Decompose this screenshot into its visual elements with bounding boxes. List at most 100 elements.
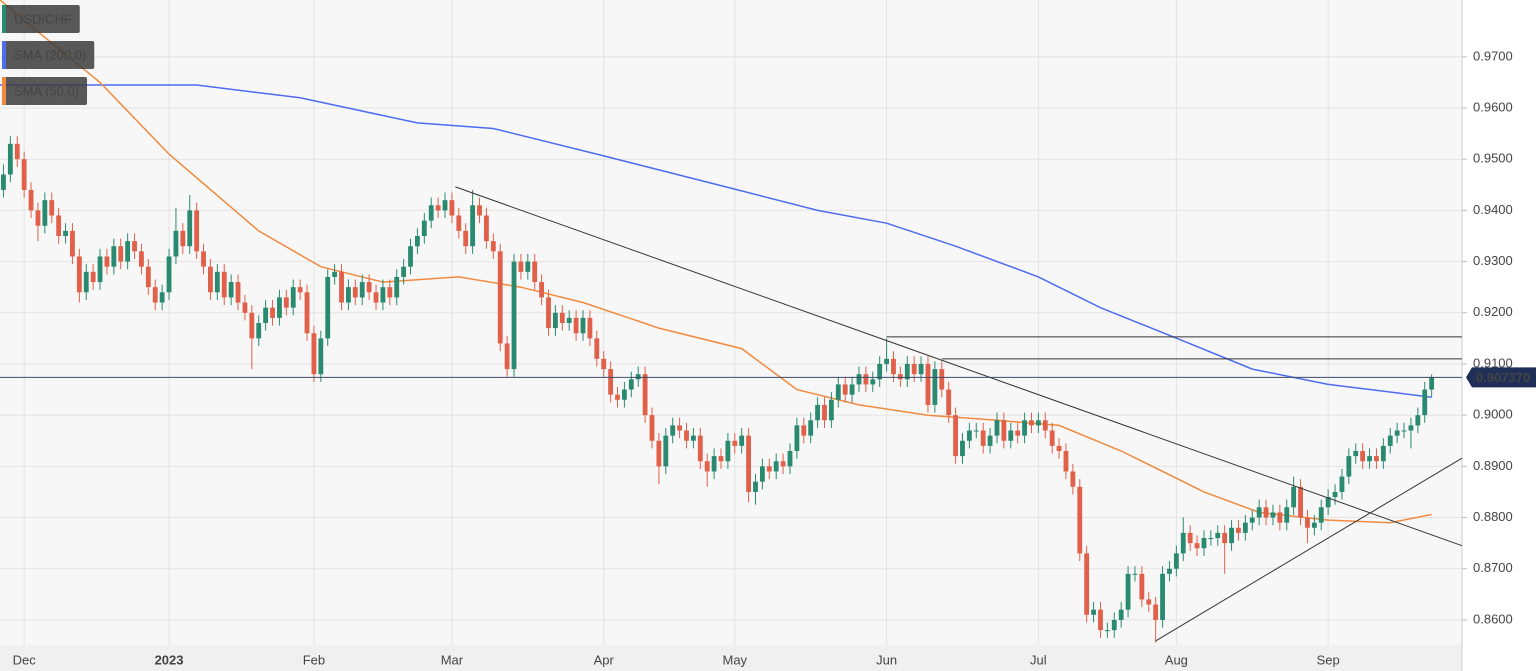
candle-body — [1008, 430, 1014, 441]
candle-body — [1277, 512, 1283, 523]
candle-body — [125, 241, 131, 262]
plot-area — [0, 0, 1462, 645]
candle-body — [704, 461, 710, 472]
candle-body — [332, 271, 338, 277]
legend-box — [2, 41, 95, 69]
candle-body — [1215, 532, 1221, 539]
candle-body — [1049, 430, 1055, 446]
candle-body — [132, 241, 137, 252]
sma-line — [0, 0, 1432, 524]
candle-body — [201, 251, 206, 267]
candle-body — [532, 261, 538, 283]
candle-body — [118, 246, 124, 262]
candle-body — [766, 466, 772, 472]
candle-body — [1022, 420, 1027, 436]
legend-item: USD/CHF — [2, 5, 80, 33]
x-tick-label: Dec — [13, 652, 37, 667]
candle-body — [1229, 527, 1234, 544]
candle-body — [1118, 609, 1124, 620]
candle-body — [566, 317, 572, 324]
candle-body — [456, 215, 462, 231]
candle-body — [166, 256, 172, 293]
x-tick-label: 2023 — [155, 652, 184, 667]
candle-body — [580, 317, 586, 334]
candle-body — [139, 251, 144, 267]
candle-body — [670, 425, 676, 436]
candle-body — [408, 246, 413, 267]
candle-body — [822, 404, 827, 421]
candle-body — [76, 256, 82, 293]
y-tick-label: 0.9200 — [1473, 304, 1513, 319]
candle-body — [663, 435, 669, 467]
candle-body — [70, 230, 75, 257]
candle-body — [297, 287, 303, 293]
candle-body — [290, 287, 296, 308]
candle-body — [463, 230, 469, 247]
candle-body — [987, 435, 993, 446]
candle-body — [435, 205, 441, 211]
candle-body — [249, 312, 255, 339]
candle-body — [690, 435, 696, 441]
candle-body — [946, 389, 952, 416]
candle-body — [1422, 389, 1428, 416]
legend-box — [2, 5, 80, 33]
candle-body — [1056, 445, 1062, 451]
candle-body — [759, 466, 765, 482]
candle-body — [1104, 630, 1110, 632]
candle-body — [980, 430, 986, 446]
candle-body — [953, 415, 958, 457]
candle-body — [877, 363, 883, 380]
price-tag — [1466, 367, 1536, 388]
y-tick-label: 0.9400 — [1473, 202, 1513, 217]
candle-body — [1, 174, 6, 190]
candle-body — [380, 287, 386, 303]
candle-body — [277, 297, 282, 318]
candle-body — [14, 143, 20, 160]
candle-body — [21, 159, 27, 190]
candle-body — [7, 143, 13, 175]
candle-body — [504, 343, 510, 370]
sma-line — [0, 84, 1432, 398]
candle-body — [1325, 497, 1331, 508]
x-tick-label: Aug — [1165, 652, 1188, 667]
candle-body — [477, 205, 482, 216]
candle-body — [90, 271, 96, 283]
candle-body — [56, 215, 62, 236]
candle-body — [684, 430, 689, 441]
candle-body — [1160, 573, 1165, 620]
candle-body — [587, 317, 593, 339]
candle-body — [42, 200, 48, 226]
candle-body — [49, 200, 55, 216]
candle-body — [256, 323, 262, 339]
candle-body — [428, 205, 434, 221]
candle-body — [304, 292, 310, 334]
candle-body — [1242, 522, 1248, 533]
candle-body — [421, 220, 427, 236]
candle-body — [628, 379, 634, 390]
y-tick-label: 0.8800 — [1473, 509, 1513, 524]
candle-body — [490, 241, 496, 252]
candle-body — [546, 297, 551, 329]
candle-body — [28, 189, 34, 211]
legend-swatch — [2, 5, 6, 33]
candle-body — [918, 363, 924, 375]
candle-body — [1318, 507, 1324, 523]
candle-body — [35, 210, 41, 226]
candle-body — [1029, 420, 1034, 426]
candle-body — [1284, 507, 1290, 523]
candle-body — [739, 435, 745, 446]
candle-body — [1291, 486, 1297, 508]
legend-label: SMA (50,0) — [14, 83, 79, 98]
candle-body — [573, 317, 579, 334]
x-axis-area — [0, 645, 1462, 671]
trend-line — [455, 186, 1463, 547]
candle-body — [939, 369, 945, 390]
candle-body — [746, 435, 752, 492]
x-tick-label: May — [723, 652, 748, 667]
candle-body — [649, 415, 655, 441]
candle-body — [773, 461, 779, 472]
candle-body — [1098, 609, 1103, 631]
candle-body — [1035, 420, 1041, 426]
candle-body — [1077, 486, 1083, 554]
